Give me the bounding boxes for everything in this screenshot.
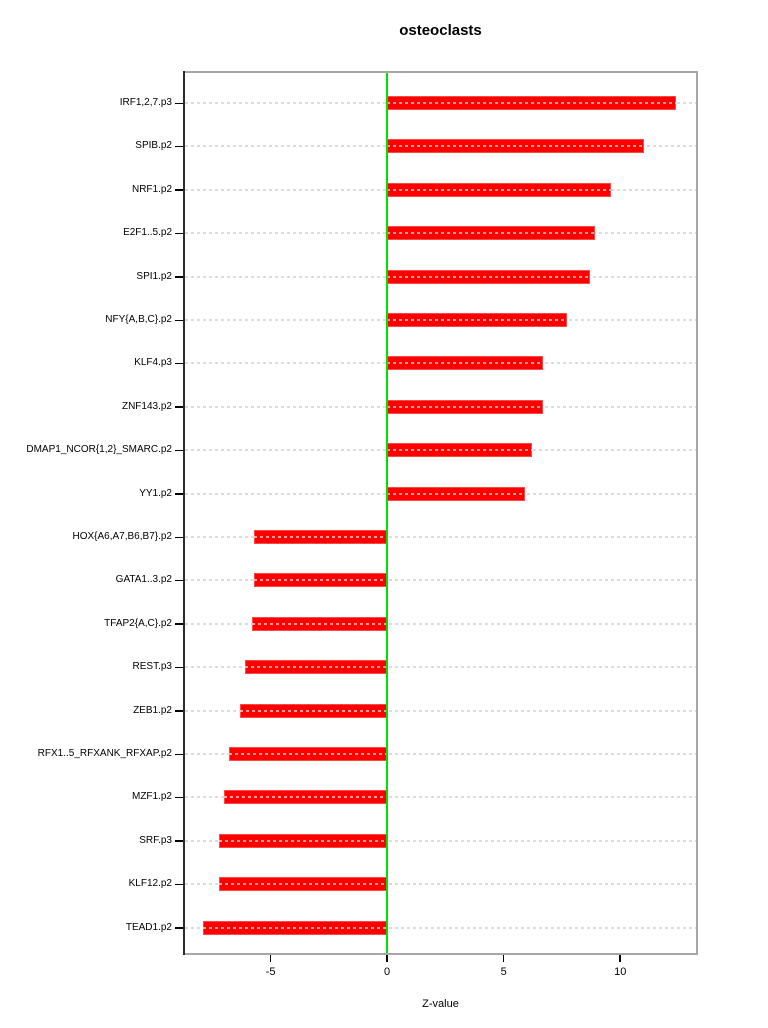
bar <box>387 269 590 284</box>
gridline <box>185 536 696 538</box>
x-tick-label: 10 <box>614 966 627 978</box>
bar <box>387 182 611 197</box>
x-tick <box>269 955 272 962</box>
category-label: HOX{A6,A7,B6,B7}.p2 <box>72 531 172 542</box>
y-tick <box>175 927 183 929</box>
y-tick <box>175 623 183 625</box>
y-tick <box>175 710 183 712</box>
y-tick <box>175 883 183 886</box>
y-tick <box>175 189 183 191</box>
bar <box>244 660 388 675</box>
y-axis-labels: IRF1,2,7.p3 SPIB.p2 NRF1.p2 E2F1..5.p2 SPI1.… <box>0 73 172 953</box>
bar <box>240 703 388 718</box>
y-tick <box>175 406 183 408</box>
y-tick <box>175 753 183 755</box>
category-label: NFY{A,B,C}.p2 <box>105 314 172 325</box>
bar <box>254 573 388 588</box>
y-tick <box>175 449 183 452</box>
category-label: TEAD1.p2 <box>125 921 172 933</box>
category-label: NRF1.p2 <box>131 183 172 195</box>
x-tick-label: -5 <box>265 966 276 978</box>
category-label: ZNF143.p2 <box>121 400 172 412</box>
category-label: DMAP1_NCOR{1,2}_SMARC.p2 <box>26 444 172 456</box>
bar <box>387 139 644 154</box>
gridline <box>185 839 696 842</box>
bar <box>387 399 544 414</box>
plot-box <box>183 71 698 955</box>
bar <box>387 226 596 241</box>
plot-area <box>185 73 696 953</box>
y-tick <box>175 362 183 365</box>
bar <box>223 790 388 805</box>
category-label: GATA1..3.p2 <box>115 574 172 586</box>
category-label: TFAP2{A,C}.p2 <box>104 617 172 629</box>
bar <box>219 877 388 892</box>
category-label: YY1.p2 <box>139 487 172 499</box>
bar <box>387 356 544 371</box>
gridline <box>185 883 696 886</box>
bar <box>202 920 388 935</box>
x-tick-label: 0 <box>384 966 391 978</box>
x-tick <box>502 955 505 962</box>
category-label: IRF1,2,7.p3 <box>119 97 172 108</box>
bar <box>387 313 567 327</box>
y-tick <box>175 493 183 495</box>
gridline <box>185 622 696 625</box>
y-tick <box>175 276 183 278</box>
gridline <box>185 753 696 755</box>
y-tick <box>175 840 183 842</box>
category-label: KLF4.p3 <box>134 357 172 369</box>
gridline <box>185 579 696 582</box>
gridline <box>185 709 696 712</box>
bar <box>387 443 532 458</box>
bar <box>254 530 388 544</box>
zero-line <box>386 73 389 953</box>
gridline <box>185 666 696 669</box>
y-tick <box>175 536 183 538</box>
x-tick <box>386 955 388 962</box>
bar <box>228 747 388 761</box>
category-label: SRF.p3 <box>139 834 172 846</box>
y-axis-ticks <box>175 73 183 953</box>
category-label: RFX1..5_RFXANK_RFXAP.p2 <box>37 748 172 759</box>
y-tick <box>175 666 183 669</box>
category-label: REST.p3 <box>132 661 172 673</box>
bar <box>387 486 525 501</box>
x-tick <box>619 955 621 962</box>
x-tick-label: 5 <box>500 966 507 978</box>
category-label: ZEB1.p2 <box>133 704 172 716</box>
y-tick <box>175 145 183 148</box>
y-tick <box>175 796 183 799</box>
gridline <box>185 796 696 799</box>
category-label: E2F1..5.p2 <box>123 227 172 239</box>
bar <box>219 833 388 848</box>
category-label: SPI1.p2 <box>136 270 172 282</box>
y-axis-line <box>183 71 185 955</box>
bar <box>251 616 388 631</box>
category-label: SPIB.p2 <box>135 140 172 152</box>
category-label: MZF1.p2 <box>131 791 172 803</box>
category-label: KLF12.p2 <box>128 878 172 890</box>
x-axis-title: Z-value <box>422 998 459 1010</box>
gridline <box>185 926 696 929</box>
y-tick <box>175 102 183 104</box>
y-tick <box>175 232 183 235</box>
y-tick <box>175 579 183 582</box>
chart-title: osteoclasts <box>399 22 482 39</box>
bar <box>387 96 677 110</box>
y-tick <box>175 319 183 321</box>
